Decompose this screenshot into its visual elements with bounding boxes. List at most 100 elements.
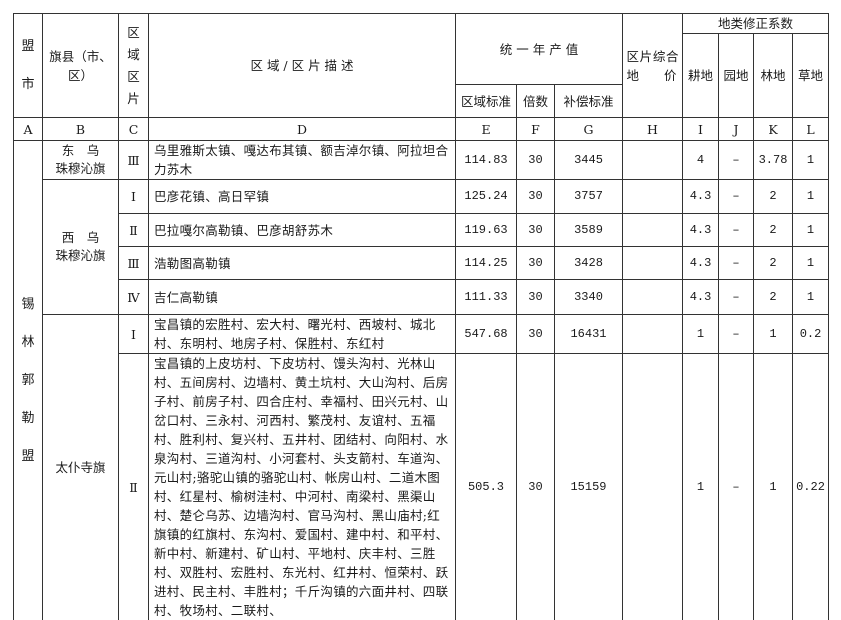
cultivated-cell: 4.3 (683, 247, 719, 280)
desc-cell: 巴拉嘎尔高勒镇、巴彦胡舒苏木 (149, 214, 456, 247)
desc-cell: 宝昌镇的上皮坊村、下皮坊村、馒头沟村、光林山村、五间房村、边墙村、黄土坑村、大山… (149, 354, 456, 620)
multiplier-cell: 30 (517, 280, 555, 315)
grass-cell: 0.2 (793, 315, 829, 354)
letter-cell: H (623, 118, 683, 141)
compensation-cell: 3445 (555, 141, 623, 180)
table-row: 锡林郭勒盟 东 乌 珠穆沁旗 Ⅲ 乌里雅斯太镇、嘎达布其镇、额吉淖尔镇、阿拉坦合… (14, 141, 829, 180)
letter-cell: B (43, 118, 119, 141)
letter-cell: J (719, 118, 754, 141)
multiplier-cell: 30 (517, 214, 555, 247)
letter-cell: A (14, 118, 43, 141)
header-zone-area: 区域区片 (119, 14, 149, 118)
zone-standard-cell: 125.24 (456, 180, 517, 214)
letter-cell: L (793, 118, 829, 141)
desc-cell: 吉仁高勒镇 (149, 280, 456, 315)
zone-cell: Ⅲ (119, 141, 149, 180)
header-compensation-standard: 补偿标准 (555, 85, 623, 118)
multiplier-cell: 30 (517, 141, 555, 180)
header-grass: 草地 (793, 34, 829, 118)
header-multiplier: 倍数 (517, 85, 555, 118)
zone-cell: Ⅳ (119, 280, 149, 315)
cultivated-cell: 4 (683, 141, 719, 180)
composite-price-cell (623, 180, 683, 214)
zone-standard-cell: 114.25 (456, 247, 517, 280)
cultivated-cell: 1 (683, 354, 719, 620)
cultivated-cell: 4.3 (683, 214, 719, 247)
header-forest: 林地 (754, 34, 793, 118)
composite-price-cell (623, 214, 683, 247)
compensation-cell: 15159 (555, 354, 623, 620)
forest-cell: 2 (754, 280, 793, 315)
letter-cell: E (456, 118, 517, 141)
garden-cell: – (719, 214, 754, 247)
header-banner-county: 旗县（市、区） (43, 14, 119, 118)
letter-cell: I (683, 118, 719, 141)
header-composite-price: 区片综合地 价 (623, 14, 683, 118)
garden-cell: – (719, 141, 754, 180)
letter-cell: F (517, 118, 555, 141)
zone-cell: Ⅰ (119, 315, 149, 354)
letters-row: A B C D E F G H I J K L (14, 118, 829, 141)
compensation-cell: 3589 (555, 214, 623, 247)
garden-cell: – (719, 180, 754, 214)
zone-cell: Ⅱ (119, 214, 149, 247)
zone-cell: Ⅲ (119, 247, 149, 280)
grass-cell: 0.22 (793, 354, 829, 620)
composite-price-cell (623, 315, 683, 354)
desc-cell: 乌里雅斯太镇、嘎达布其镇、额吉淖尔镇、阿拉坦合力苏木 (149, 141, 456, 180)
multiplier-cell: 30 (517, 354, 555, 620)
grass-cell: 1 (793, 141, 829, 180)
table-row: 西 乌 珠穆沁旗 Ⅰ 巴彦花镇、高日罕镇 125.24 30 3757 4.3 … (14, 180, 829, 214)
county-cell: 西 乌 珠穆沁旗 (43, 180, 119, 315)
composite-price-cell (623, 354, 683, 620)
composite-price-cell (623, 141, 683, 180)
grass-cell: 1 (793, 247, 829, 280)
zone-cell: Ⅱ (119, 354, 149, 620)
desc-cell: 宝昌镇的宏胜村、宏大村、曙光村、西坡村、城北村、东明村、地房子村、保胜村、东红村 (149, 315, 456, 354)
desc-cell: 浩勒图高勒镇 (149, 247, 456, 280)
compensation-cell: 3340 (555, 280, 623, 315)
composite-price-cell (623, 247, 683, 280)
zone-cell: Ⅰ (119, 180, 149, 214)
forest-cell: 2 (754, 214, 793, 247)
grass-cell: 1 (793, 214, 829, 247)
table-row: Ⅲ 浩勒图高勒镇 114.25 30 3428 4.3 – 2 1 (14, 247, 829, 280)
forest-cell: 1 (754, 354, 793, 620)
zone-standard-cell: 505.3 (456, 354, 517, 620)
forest-cell: 3.78 (754, 141, 793, 180)
letter-cell: G (555, 118, 623, 141)
league-name: 锡林郭勒盟 (14, 141, 43, 620)
forest-cell: 2 (754, 180, 793, 214)
compensation-cell: 3757 (555, 180, 623, 214)
header-description: 区 域 / 区 片 描 述 (149, 14, 456, 118)
composite-price-cell (623, 280, 683, 315)
header-cultivated: 耕地 (683, 34, 719, 118)
multiplier-cell: 30 (517, 247, 555, 280)
multiplier-cell: 30 (517, 315, 555, 354)
header-land-coefficient: 地类修正系数 (683, 14, 829, 34)
garden-cell: – (719, 247, 754, 280)
garden-cell: – (719, 280, 754, 315)
letter-cell: C (119, 118, 149, 141)
land-price-table: 盟市 旗县（市、区） 区域区片 区 域 / 区 片 描 述 统 一 年 产 值 … (13, 13, 829, 620)
table-row: 太仆寺旗 Ⅰ 宝昌镇的宏胜村、宏大村、曙光村、西坡村、城北村、东明村、地房子村、… (14, 315, 829, 354)
cultivated-cell: 4.3 (683, 180, 719, 214)
header-garden: 园地 (719, 34, 754, 118)
grass-cell: 1 (793, 280, 829, 315)
cultivated-cell: 1 (683, 315, 719, 354)
multiplier-cell: 30 (517, 180, 555, 214)
table-row: Ⅱ 宝昌镇的上皮坊村、下皮坊村、馒头沟村、光林山村、五间房村、边墙村、黄土坑村、… (14, 354, 829, 620)
grass-cell: 1 (793, 180, 829, 214)
garden-cell: – (719, 354, 754, 620)
county-cell: 太仆寺旗 (43, 315, 119, 620)
county-cell: 东 乌 珠穆沁旗 (43, 141, 119, 180)
letter-cell: D (149, 118, 456, 141)
table-row: Ⅱ 巴拉嘎尔高勒镇、巴彦胡舒苏木 119.63 30 3589 4.3 – 2 … (14, 214, 829, 247)
zone-standard-cell: 111.33 (456, 280, 517, 315)
table-row: Ⅳ 吉仁高勒镇 111.33 30 3340 4.3 – 2 1 (14, 280, 829, 315)
zone-standard-cell: 119.63 (456, 214, 517, 247)
garden-cell: – (719, 315, 754, 354)
forest-cell: 2 (754, 247, 793, 280)
cultivated-cell: 4.3 (683, 280, 719, 315)
header-league-city: 盟市 (14, 14, 43, 118)
